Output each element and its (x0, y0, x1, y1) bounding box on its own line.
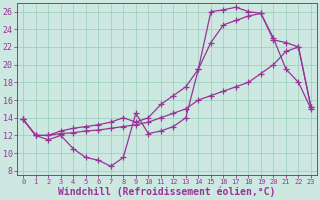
X-axis label: Windchill (Refroidissement éolien,°C): Windchill (Refroidissement éolien,°C) (58, 187, 276, 197)
